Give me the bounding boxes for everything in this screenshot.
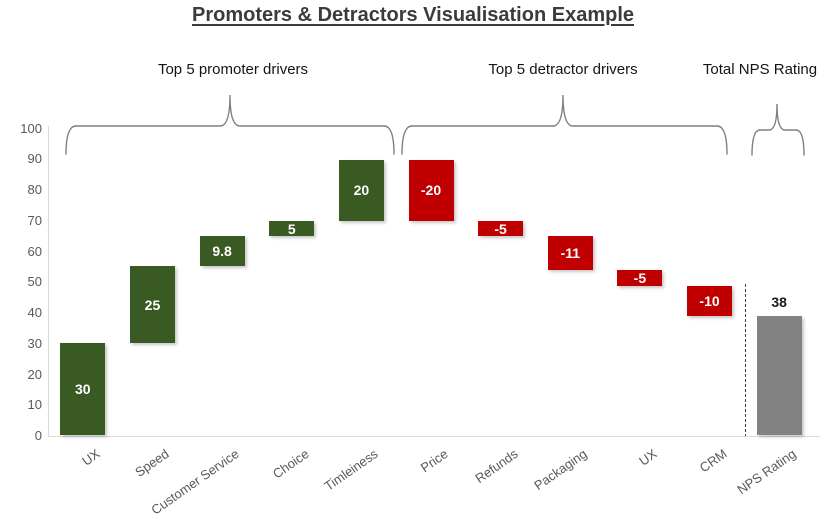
bar-customer-service: 9.8 [199, 236, 245, 267]
detractors-brace [401, 94, 728, 155]
detractor-drivers-label: Top 5 detractor drivers [488, 61, 638, 78]
y-tick-50: 50 [27, 274, 42, 290]
bar-value-label: -20 [420, 182, 442, 199]
bar-ux: 30 [60, 343, 106, 436]
x-tick-ux: UX [79, 446, 103, 469]
chart-title: Promoters & Detractors Visualisation Exa… [191, 4, 634, 26]
y-tick-100: 100 [20, 120, 42, 136]
y-tick-10: 10 [27, 397, 42, 413]
bar-value-label: -10 [699, 292, 720, 309]
y-tick-20: 20 [27, 366, 42, 382]
y-tick-30: 30 [27, 335, 42, 351]
bar-speed: 25 [129, 266, 175, 344]
bar-crm: -10 [687, 285, 733, 317]
bar-ux: -5 [617, 269, 663, 286]
y-tick-0: 0 [34, 428, 42, 443]
x-tick-packaging: Packaging [531, 446, 590, 494]
bar-value-label: 25 [144, 296, 161, 313]
bar-choice: 5 [269, 220, 315, 237]
x-tick-nps-rating: NPS Rating [734, 446, 799, 498]
bar-value-label: 5 [287, 220, 296, 237]
bar-value-label: 30 [75, 381, 91, 398]
y-tick-90: 90 [27, 151, 42, 167]
y-tick-40: 40 [27, 305, 42, 321]
promoter-drivers-label: Top 5 promoter drivers [157, 61, 309, 78]
total-nps-label: Total NPS Rating [702, 61, 818, 78]
y-tick-60: 60 [27, 243, 42, 259]
bar-packaging: -11 [547, 236, 593, 271]
bar-nps-rating [756, 316, 802, 436]
total-brace [751, 103, 805, 156]
y-axis-line [48, 126, 49, 436]
bar-value-label: -5 [633, 269, 647, 286]
x-tick-crm: CRM [696, 446, 730, 476]
promoters-brace [65, 94, 395, 155]
x-tick-price: Price [417, 446, 451, 476]
x-tick-ux: UX [636, 446, 660, 469]
x-tick-speed: Speed [132, 446, 173, 480]
x-tick-timleiness: Timleiness [321, 446, 381, 494]
bar-refunds: -5 [478, 220, 524, 237]
total-value-label: 38 [771, 294, 787, 311]
bar-value-label: 20 [353, 182, 370, 199]
bar-timleiness: 20 [338, 159, 384, 221]
x-tick-refunds: Refunds [471, 446, 521, 487]
bar-value-label: -5 [494, 220, 507, 237]
x-tick-choice: Choice [269, 446, 312, 482]
y-tick-80: 80 [27, 182, 42, 198]
y-tick-70: 70 [27, 212, 42, 228]
bar-value-label: -11 [560, 245, 580, 262]
bar-value-label: 9.8 [212, 243, 232, 260]
bar-price: -20 [408, 159, 454, 221]
x-axis-line [48, 436, 820, 437]
